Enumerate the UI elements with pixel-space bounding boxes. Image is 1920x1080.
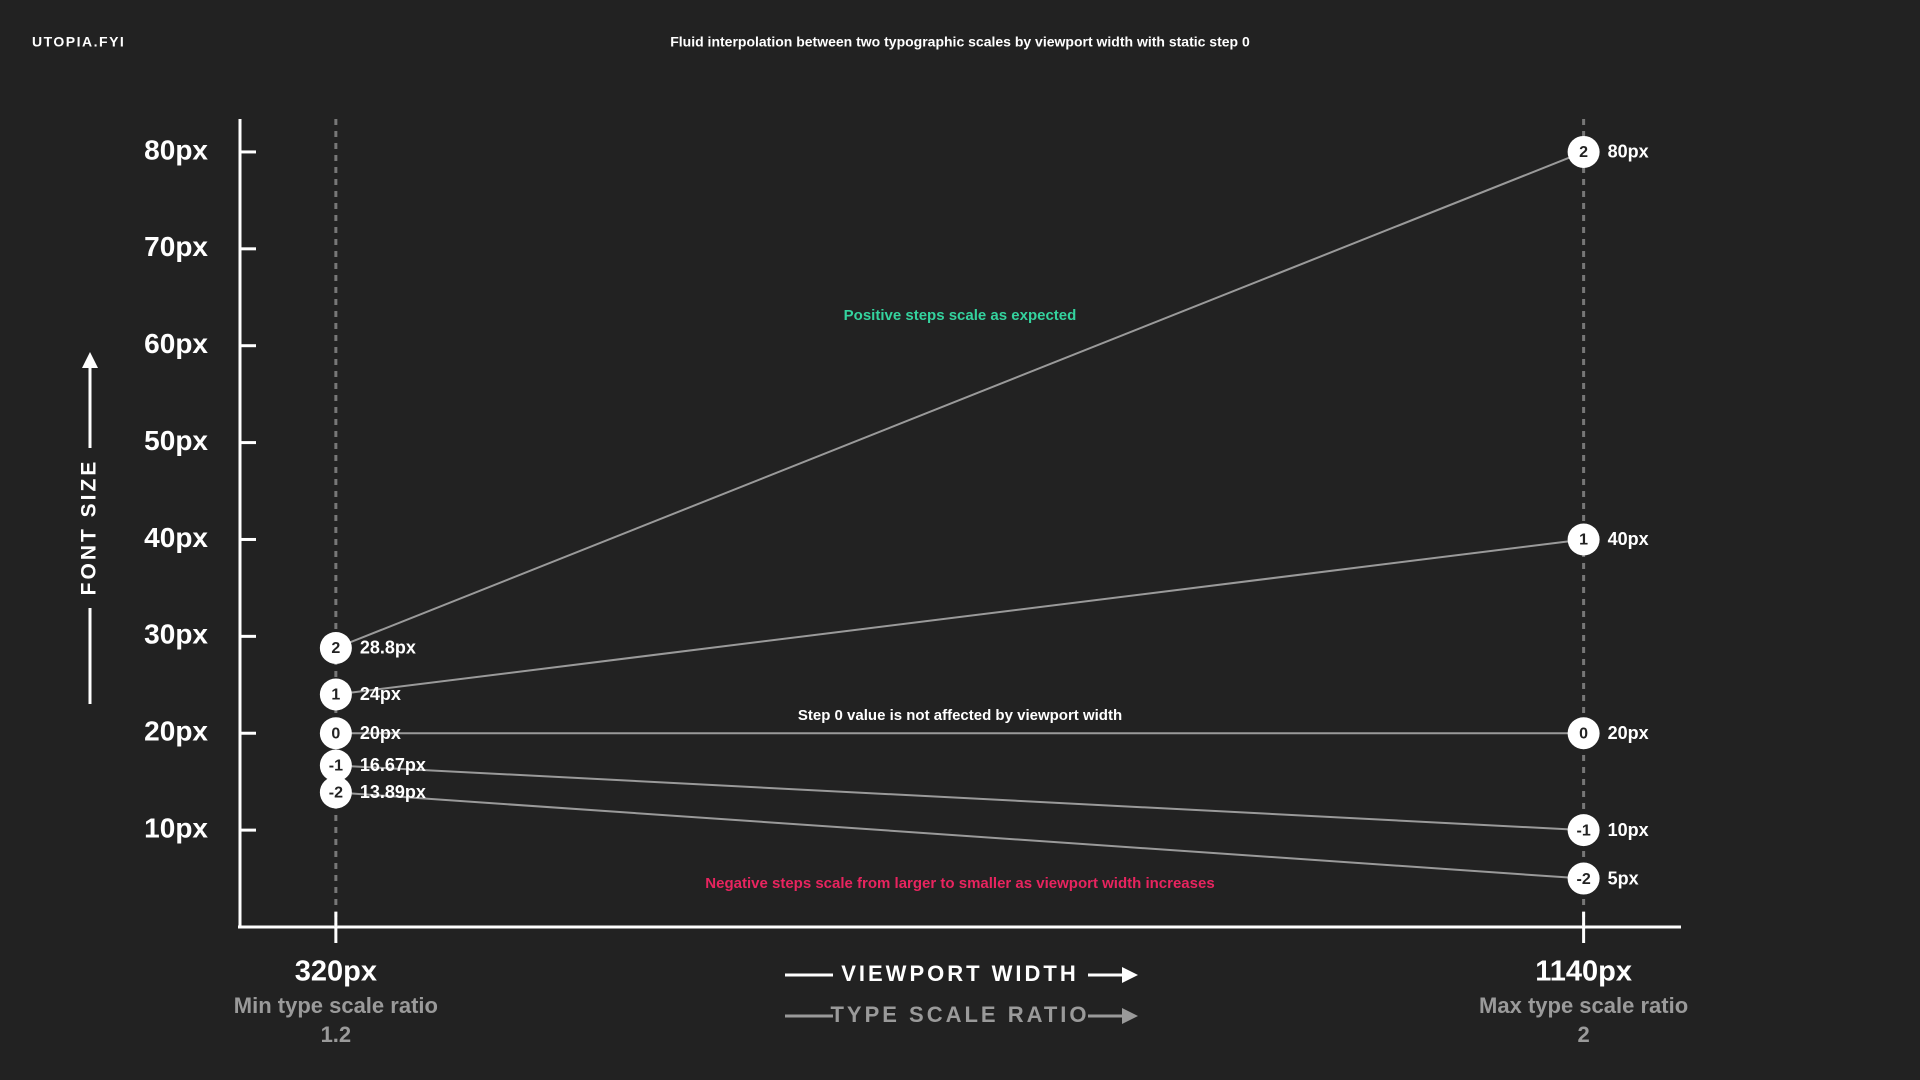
step-label: 2 bbox=[1579, 144, 1588, 161]
value-label: 20px bbox=[360, 723, 401, 743]
value-label: 40px bbox=[1608, 529, 1649, 549]
step-label: 1 bbox=[1579, 532, 1588, 549]
plot: 10px 20px 30px 40px 50px 60px 70px 80px 320px Min… bbox=[144, 119, 1688, 1047]
value-label: 5px bbox=[1608, 868, 1639, 888]
y-tick-label: 30px bbox=[144, 619, 208, 650]
step-label: -1 bbox=[1576, 822, 1590, 839]
series-line bbox=[335, 791, 1584, 880]
point bbox=[1567, 814, 1600, 847]
x-tick-label: 1140px bbox=[1535, 956, 1632, 988]
value-label: 80px bbox=[1608, 142, 1649, 162]
y-tick-label: 20px bbox=[144, 716, 208, 747]
series-line bbox=[335, 151, 1584, 649]
series-line bbox=[335, 538, 1584, 696]
ratio-value: 1.2 bbox=[321, 1022, 352, 1047]
annotation: Positive steps scale as expected bbox=[844, 307, 1077, 324]
point bbox=[1567, 135, 1600, 168]
value-label: 13.89px bbox=[360, 782, 426, 802]
chart-title: Fluid interpolation between two typograp… bbox=[670, 34, 1250, 50]
x-axis-label: VIEWPORT WIDTH bbox=[841, 961, 1079, 986]
point bbox=[319, 717, 352, 750]
y-tick-label: 10px bbox=[144, 813, 208, 844]
y-tick-label: 50px bbox=[144, 425, 208, 456]
value-label: 20px bbox=[1608, 723, 1649, 743]
value-label: 28.8px bbox=[360, 638, 416, 658]
x-arrow-head bbox=[1122, 967, 1138, 983]
point bbox=[1567, 862, 1600, 895]
y-tick-label: 60px bbox=[144, 328, 208, 359]
y-tick-label: 70px bbox=[144, 231, 208, 262]
ratio-arrow-head bbox=[1122, 1008, 1138, 1024]
value-label: 16.67px bbox=[360, 755, 426, 775]
annotation: Step 0 value is not affected by viewport… bbox=[798, 707, 1122, 724]
annotation: Negative steps scale from larger to smal… bbox=[705, 875, 1214, 892]
ratio-value: 2 bbox=[1577, 1022, 1589, 1047]
point bbox=[319, 776, 352, 809]
y-axis-label: FONT SIZE bbox=[78, 459, 101, 596]
point bbox=[1567, 717, 1600, 750]
point bbox=[1567, 523, 1600, 556]
value-label: 24px bbox=[360, 684, 401, 704]
brand: UTOPIA.FYI bbox=[32, 34, 125, 50]
step-label: -2 bbox=[329, 785, 343, 802]
ratio-label: Max type scale ratio bbox=[1479, 993, 1688, 1018]
step-label: 0 bbox=[1579, 725, 1588, 742]
step-label: -2 bbox=[1576, 871, 1590, 888]
y-tick-label: 40px bbox=[144, 522, 208, 553]
value-label: 10px bbox=[1608, 820, 1649, 840]
step-label: 0 bbox=[331, 725, 340, 742]
series-line bbox=[335, 764, 1584, 832]
step-label: 2 bbox=[331, 640, 340, 657]
x-axis-label-secondary: TYPE SCALE RATIO bbox=[830, 1002, 1089, 1027]
y-arrow-head bbox=[82, 352, 98, 368]
point bbox=[319, 631, 352, 664]
point bbox=[319, 749, 352, 782]
ratio-label: Min type scale ratio bbox=[234, 993, 438, 1018]
step-label: -1 bbox=[329, 758, 343, 775]
y-tick-label: 80px bbox=[144, 134, 208, 165]
point bbox=[319, 678, 352, 711]
step-label: 1 bbox=[331, 687, 340, 704]
x-tick-label: 320px bbox=[295, 956, 377, 988]
